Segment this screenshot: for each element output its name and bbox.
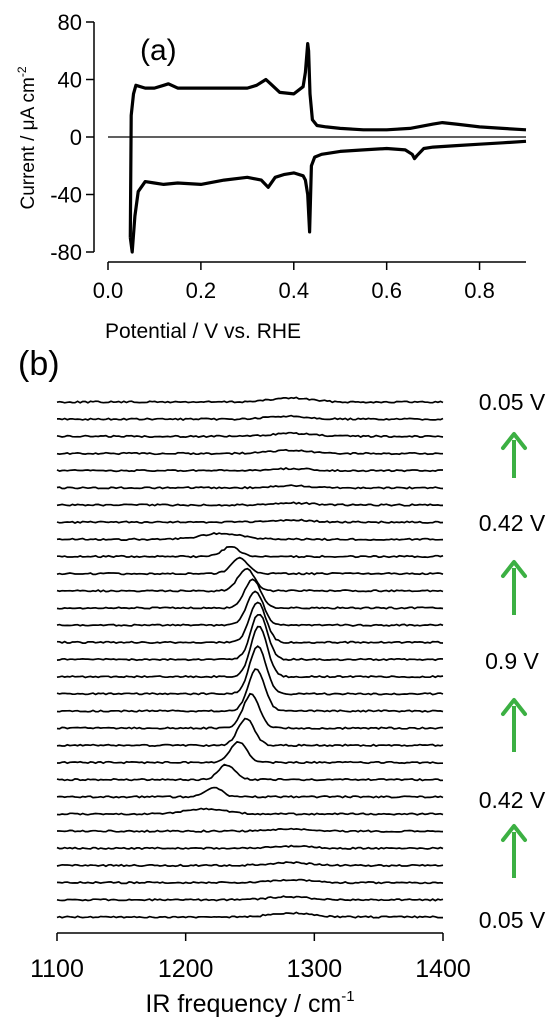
- panel-a-x-tick-label: 0.8: [464, 278, 495, 303]
- panel-b-x-tick-label: 1200: [158, 955, 214, 983]
- up-arrow-icon: [501, 560, 527, 615]
- panel-b-x-ticks: 1100 1200 1300 1400: [30, 933, 471, 983]
- ir-spectrum-trace: [56, 396, 444, 404]
- panel-b-ir-spectra: (b) 1100 1200 1300 1400 IR frequency / cm-1…: [18, 345, 546, 1018]
- panel-a-x-ticks: 0.0 0.2 0.4 0.6 0.8: [93, 262, 495, 303]
- panel-a-label: (a): [140, 34, 177, 67]
- potential-label: 0.42 V: [479, 787, 546, 813]
- panel-b-spectra-traces: [56, 396, 444, 919]
- ir-spectrum-trace: [56, 467, 443, 473]
- potential-label: 0.42 V: [479, 510, 546, 536]
- up-arrow-icon: [501, 698, 527, 752]
- panel-a-y-tick-label: 0: [70, 125, 82, 150]
- up-arrow-icon: [501, 432, 527, 478]
- ir-spectrum-trace: [57, 740, 443, 765]
- potential-label: 0.05 V: [479, 907, 546, 933]
- ir-spectrum-trace: [56, 578, 444, 610]
- ir-spectrum-trace: [56, 861, 444, 868]
- ir-spectrum-trace: [56, 448, 443, 456]
- svg-text:Current / μA cm-2: Current / μA cm-2: [15, 66, 39, 209]
- panel-a-x-tick-label: 0.0: [93, 278, 124, 303]
- panel-a-y-tick-label: -80: [50, 240, 82, 265]
- ir-spectrum-trace: [56, 878, 444, 885]
- panel-a-y-axis-title: Current / μA cm-2: [15, 66, 39, 209]
- ir-spectrum-trace: [56, 844, 444, 851]
- ir-spectrum-trace: [56, 590, 444, 627]
- ir-spectrum-trace: [56, 431, 444, 439]
- panel-a-y-tick-label: 40: [58, 68, 82, 93]
- ir-spectrum-trace: [56, 601, 444, 645]
- ir-spectrum-trace: [56, 786, 444, 799]
- panel-b-x-tick-label: 1400: [415, 955, 471, 983]
- ir-spectrum-trace: [56, 807, 444, 816]
- ir-spectrum-trace: [57, 546, 444, 559]
- ir-spectrum-trace: [56, 625, 444, 679]
- panel-b-x-tick-label: 1300: [287, 955, 343, 983]
- potential-label: 0.05 V: [479, 389, 546, 415]
- panel-a-x-tick-label: 0.6: [371, 278, 402, 303]
- ir-spectrum-trace: [56, 911, 443, 919]
- ir-spectrum-trace: [56, 645, 444, 696]
- panel-a-y-tick-label: 80: [58, 10, 82, 35]
- ir-spectrum-trace: [56, 668, 444, 713]
- ir-spectrum-trace: [56, 518, 444, 524]
- cathodic-sweep-curve: [128, 139, 527, 254]
- panel-b-x-tick-label: 1100: [30, 955, 84, 983]
- potential-labels: 0.05 V 0.42 V 0.9 V 0.42 V 0.05 V: [479, 389, 546, 933]
- panel-b-x-axis-title-superscript: -1: [341, 988, 354, 1005]
- ir-spectrum-trace: [56, 692, 443, 730]
- ir-spectrum-trace: [56, 484, 444, 490]
- ir-spectrum-trace: [56, 895, 444, 902]
- panel-a-cyclic-voltammogram: (a) 80 40 0 -40 -80 0.0 0.2 0.4 0.6 0.8 Potentia…: [15, 10, 527, 343]
- panel-b-x-axis-title-text: IR frequency / cm: [145, 990, 341, 1018]
- ir-spectrum-trace: [56, 763, 444, 782]
- panel-a-x-tick-label: 0.4: [278, 278, 309, 303]
- ir-spectrum-trace: [57, 414, 444, 421]
- potential-arrows: [501, 432, 527, 878]
- ir-spectrum-trace: [56, 613, 444, 662]
- ir-spectrum-trace: [56, 501, 443, 507]
- up-arrow-icon: [501, 824, 527, 878]
- panel-b-label: (b): [18, 345, 60, 383]
- ir-spectrum-trace: [56, 717, 444, 748]
- arrow-head: [501, 698, 527, 716]
- panel-a-y-axis-title-text: Current / μA cm: [18, 77, 39, 209]
- arrow-head: [501, 560, 527, 578]
- anodic-sweep-curve: [128, 42, 527, 238]
- panel-a-series: [128, 42, 527, 254]
- ir-spectrum-trace: [56, 532, 444, 541]
- ir-spectrum-trace: [56, 556, 444, 576]
- panel-a-y-tick-label: -40: [50, 183, 82, 208]
- ir-spectrum-trace: [56, 567, 444, 593]
- panel-a-y-ticks: 80 40 0 -40 -80: [50, 10, 94, 265]
- potential-label: 0.9 V: [485, 648, 539, 674]
- arrow-head: [501, 432, 527, 450]
- svg-text:IR frequency / cm-1: IR frequency / cm-1: [145, 988, 354, 1018]
- panel-b-x-axis-title: IR frequency / cm-1: [145, 988, 354, 1018]
- panel-a-x-tick-label: 0.2: [186, 278, 217, 303]
- ir-spectrum-trace: [57, 827, 444, 833]
- arrow-head: [501, 824, 527, 842]
- panel-a-x-axis-title: Potential / V vs. RHE: [105, 320, 301, 343]
- panel-a-y-axis-title-superscript: -2: [15, 66, 29, 77]
